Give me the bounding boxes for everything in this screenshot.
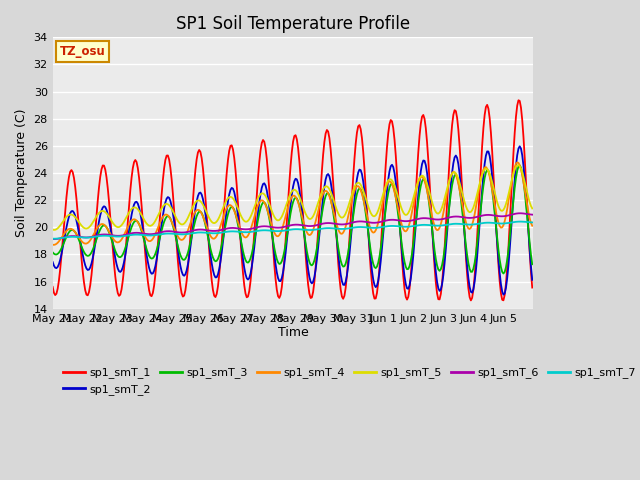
Y-axis label: Soil Temperature (C): Soil Temperature (C) (15, 109, 28, 237)
Text: TZ_osu: TZ_osu (60, 45, 106, 58)
Legend: sp1_smT_1, sp1_smT_2, sp1_smT_3, sp1_smT_4, sp1_smT_5, sp1_smT_6, sp1_smT_7: sp1_smT_1, sp1_smT_2, sp1_smT_3, sp1_smT… (58, 363, 640, 399)
Title: SP1 Soil Temperature Profile: SP1 Soil Temperature Profile (176, 15, 410, 33)
X-axis label: Time: Time (278, 326, 308, 339)
